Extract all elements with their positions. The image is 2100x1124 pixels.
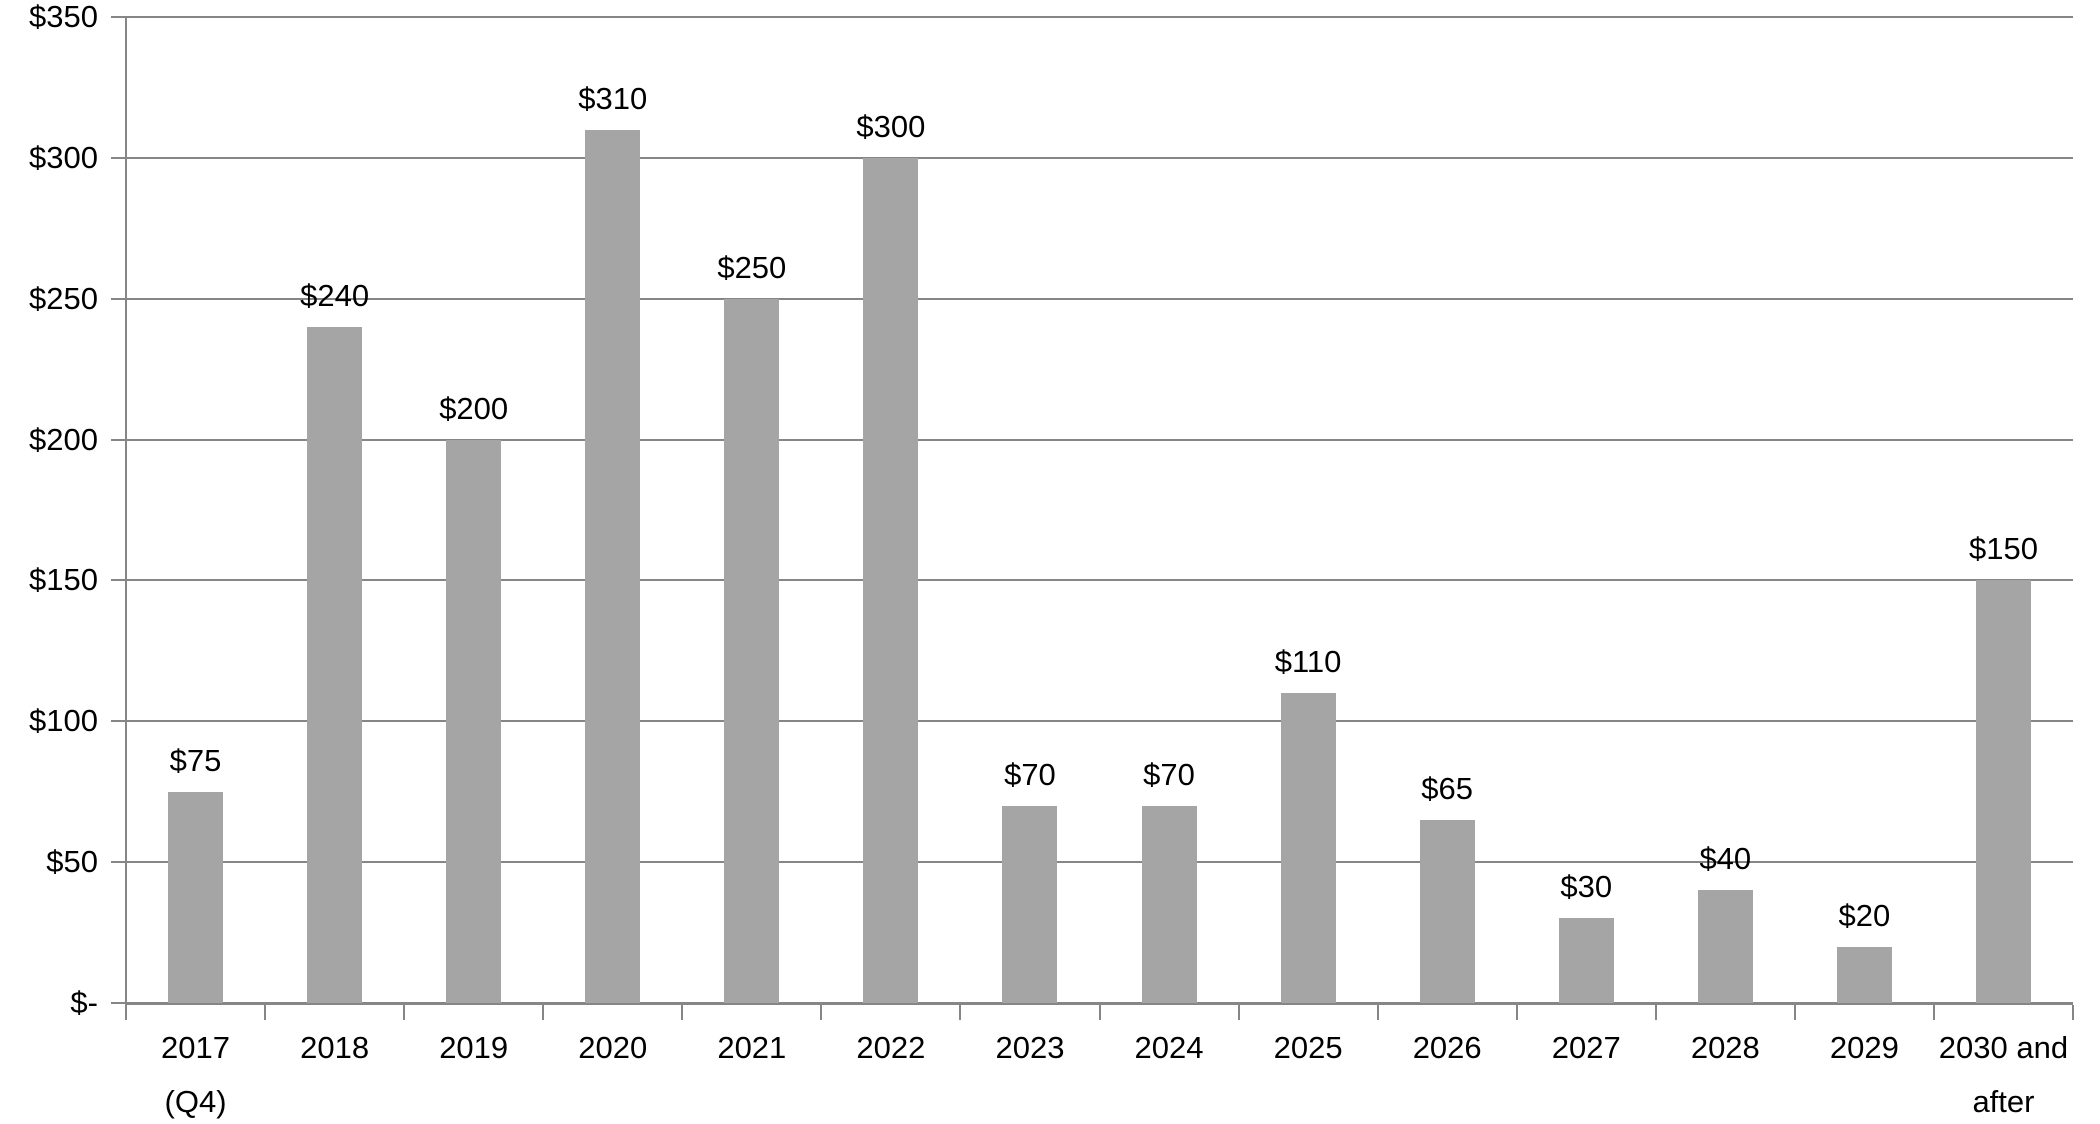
x-tick-label: 2024: [1134, 1030, 1204, 1065]
y-axis-tick: [111, 1002, 126, 1004]
gridline: [126, 438, 2073, 441]
gridline: [126, 579, 2073, 582]
y-tick-label: $350: [29, 0, 98, 34]
x-tick-label: 2028: [1690, 1030, 1760, 1065]
bar: [724, 298, 780, 1003]
gridline: [126, 861, 2073, 864]
bar: [307, 326, 363, 1003]
x-axis-tick: [264, 1005, 267, 1020]
x-axis-tick: [820, 1005, 823, 1020]
bar: [585, 129, 641, 1003]
bar-value-label: $40: [1699, 841, 1752, 877]
x-axis-tick: [681, 1005, 684, 1020]
gridline: [126, 156, 2073, 159]
x-axis-tick: [1098, 1005, 1101, 1020]
y-axis-tick: [111, 438, 126, 441]
y-tick-label: $100: [29, 703, 98, 739]
y-tick-label: $150: [29, 562, 98, 598]
x-tick-label: 2019: [439, 1030, 509, 1065]
x-axis-tick: [403, 1005, 406, 1020]
bar: [1836, 946, 1892, 1003]
bar-value-label: $30: [1560, 869, 1613, 905]
bar: [1141, 805, 1197, 1003]
x-axis-tick: [959, 1005, 962, 1020]
y-axis-tick: [111, 861, 126, 864]
bar-value-label: $240: [300, 277, 370, 313]
bar: [1975, 580, 2031, 1003]
x-axis-tick: [1376, 1005, 1379, 1020]
x-tick-label: 2017 (Q4): [161, 1030, 231, 1119]
y-tick-label: $-: [70, 985, 98, 1020]
x-tick-label: 2023: [995, 1030, 1065, 1065]
x-axis-tick: [125, 1005, 127, 1020]
x-axis-tick: [1932, 1005, 1935, 1020]
x-tick-label: 2029: [1829, 1030, 1899, 1065]
bar: [1280, 693, 1336, 1003]
bar-value-label: $70: [1004, 756, 1056, 792]
x-axis-tick: [542, 1005, 545, 1020]
x-tick-label: 2018: [300, 1030, 370, 1065]
x-tick-label: 2026: [1412, 1030, 1482, 1065]
y-axis-tick: [111, 16, 126, 18]
gridline: [126, 720, 2073, 723]
y-tick-label: $250: [29, 280, 98, 316]
gridline: [126, 297, 2073, 300]
bar-value-label: $300: [856, 108, 926, 144]
x-axis-tick: [1654, 1005, 1657, 1020]
bar: [168, 791, 224, 1003]
y-axis-tick: [111, 579, 126, 582]
bar-value-label: $310: [578, 80, 648, 116]
y-axis-tick: [111, 297, 126, 300]
x-axis-line: [126, 1002, 2073, 1005]
bar-value-label: $20: [1838, 897, 1891, 933]
bar-value-label: $250: [717, 249, 787, 285]
y-tick-label: $300: [29, 139, 98, 175]
bar-value-label: $110: [1274, 644, 1342, 680]
x-tick-label: 2020: [578, 1030, 648, 1065]
bar: [863, 157, 919, 1003]
y-axis-tick: [111, 156, 126, 159]
bar: [1419, 819, 1475, 1003]
bar-value-label: $150: [1968, 531, 2038, 567]
y-axis-line: [125, 17, 127, 1006]
x-axis-tick: [2072, 1005, 2074, 1020]
y-tick-label: $200: [29, 421, 98, 457]
x-axis-tick: [1515, 1005, 1518, 1020]
bar-value-label: $75: [169, 742, 222, 778]
bar: [1697, 890, 1753, 1003]
x-tick-label: 2025: [1273, 1030, 1343, 1065]
bar-value-label: $200: [439, 390, 509, 426]
x-tick-label: 2022: [856, 1030, 926, 1065]
x-axis-tick: [1793, 1005, 1796, 1020]
y-tick-label: $50: [46, 844, 98, 880]
gridline: [126, 16, 2073, 18]
y-axis-tick: [111, 720, 126, 723]
bar: [1002, 805, 1058, 1003]
bar: [1558, 918, 1614, 1003]
bar-value-label: $65: [1421, 770, 1474, 806]
bar: [446, 439, 502, 1003]
x-tick-label: 2027: [1551, 1030, 1621, 1065]
x-tick-label: 2021: [717, 1030, 787, 1065]
bar-value-label: $70: [1143, 756, 1195, 792]
x-axis-tick: [1237, 1005, 1240, 1020]
x-tick-label: 2030 and after: [1938, 1030, 2069, 1119]
